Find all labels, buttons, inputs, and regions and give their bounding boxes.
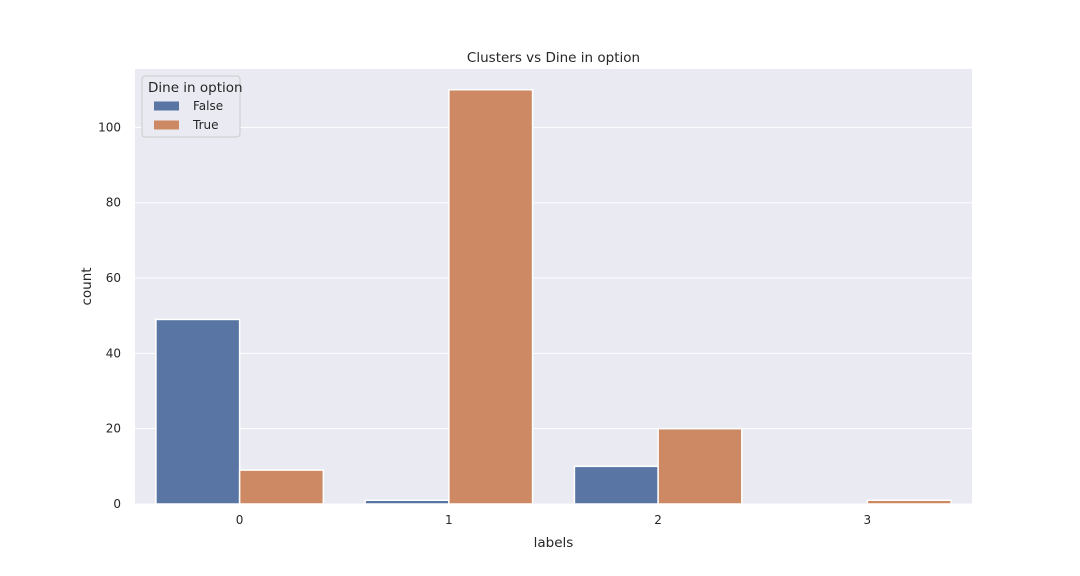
bars	[155, 88, 952, 505]
chart-title: Clusters vs Dine in option	[467, 50, 640, 66]
legend-label-true: True	[192, 118, 219, 132]
legend-label-false: False	[193, 99, 223, 113]
x-tick-label: 2	[654, 513, 662, 527]
y-tick-label: 100	[98, 120, 121, 134]
bar-0-false	[155, 318, 241, 505]
y-tick-label: 60	[106, 271, 121, 285]
legend-title: Dine in option	[148, 80, 243, 96]
bar-2-false	[573, 465, 659, 505]
y-axis-label: count	[79, 267, 95, 305]
legend-swatch-false	[154, 101, 179, 111]
bar-3-true	[866, 499, 952, 505]
bar-1-false	[364, 499, 450, 505]
legend: Dine in option False True	[141, 75, 243, 138]
y-axis-ticks: 0 20 40 60 80 100	[98, 120, 121, 511]
y-tick-label: 80	[106, 196, 121, 210]
x-axis-label: labels	[534, 535, 574, 551]
grid-lines	[135, 126, 972, 505]
bar-1-true	[448, 88, 534, 505]
bar-0-true	[238, 469, 325, 505]
bar-2-true	[657, 427, 743, 505]
x-tick-label: 1	[445, 513, 453, 527]
x-tick-label: 3	[864, 513, 872, 527]
plot-area	[135, 69, 972, 504]
y-tick-label: 20	[106, 422, 121, 436]
y-tick-label: 0	[113, 497, 121, 511]
y-tick-label: 40	[106, 346, 121, 360]
legend-swatch-true	[154, 120, 179, 130]
x-tick-label: 0	[236, 513, 244, 527]
x-axis-ticks: 0 1 2 3	[236, 513, 871, 527]
